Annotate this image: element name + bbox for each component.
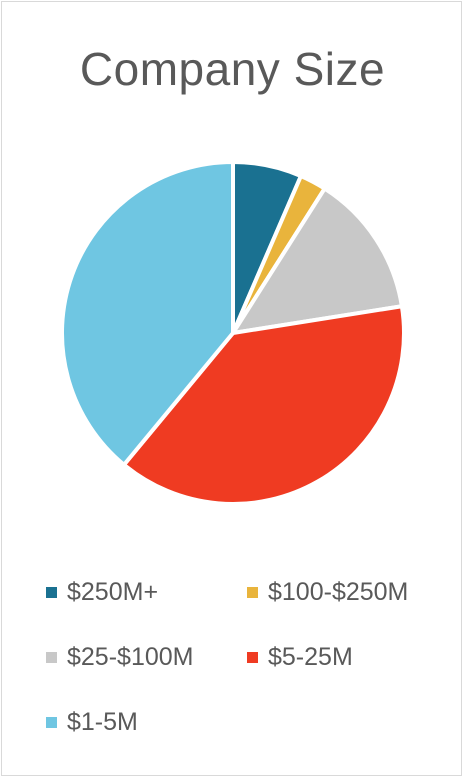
pie-slice-4 <box>59 160 235 467</box>
pie-slice-3 <box>122 304 406 506</box>
chart-title: Company Size <box>79 43 386 95</box>
pie-slice-2 <box>231 186 404 335</box>
